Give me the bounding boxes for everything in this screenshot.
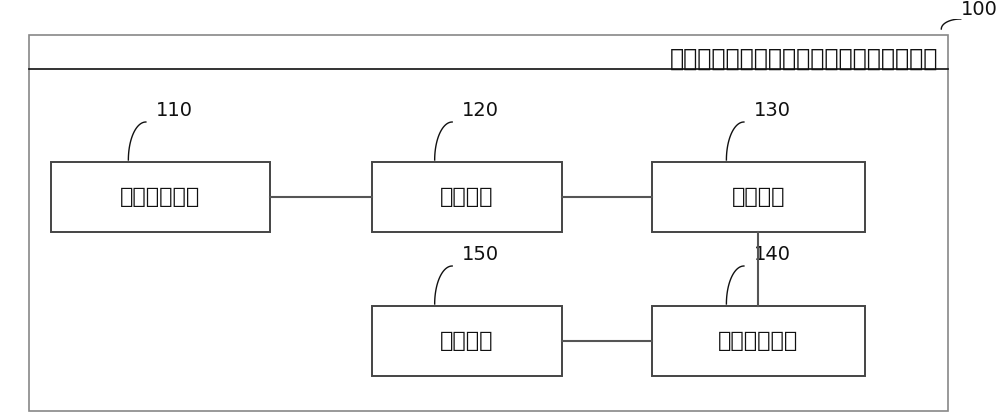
Text: 获取单元: 获取单元 [440, 187, 494, 207]
Text: 第一构建单元: 第一构建单元 [120, 187, 201, 207]
Bar [372, 162, 562, 232]
Bar [51, 162, 270, 232]
Bar [652, 306, 865, 376]
Text: 调节单元: 调节单元 [440, 331, 494, 351]
Text: 120: 120 [462, 101, 499, 120]
Text: 基于残差的卡尔曼滤波模型的参数调节系统: 基于残差的卡尔曼滤波模型的参数调节系统 [670, 47, 938, 71]
Text: 110: 110 [156, 101, 193, 120]
Text: 100: 100 [961, 0, 998, 19]
Text: 预测单元: 预测单元 [732, 187, 785, 207]
Text: 150: 150 [462, 245, 499, 264]
Text: 第二构建单元: 第二构建单元 [718, 331, 799, 351]
Bar [372, 306, 562, 376]
Text: 130: 130 [754, 101, 791, 120]
Bar [652, 162, 865, 232]
Text: 140: 140 [754, 245, 791, 264]
